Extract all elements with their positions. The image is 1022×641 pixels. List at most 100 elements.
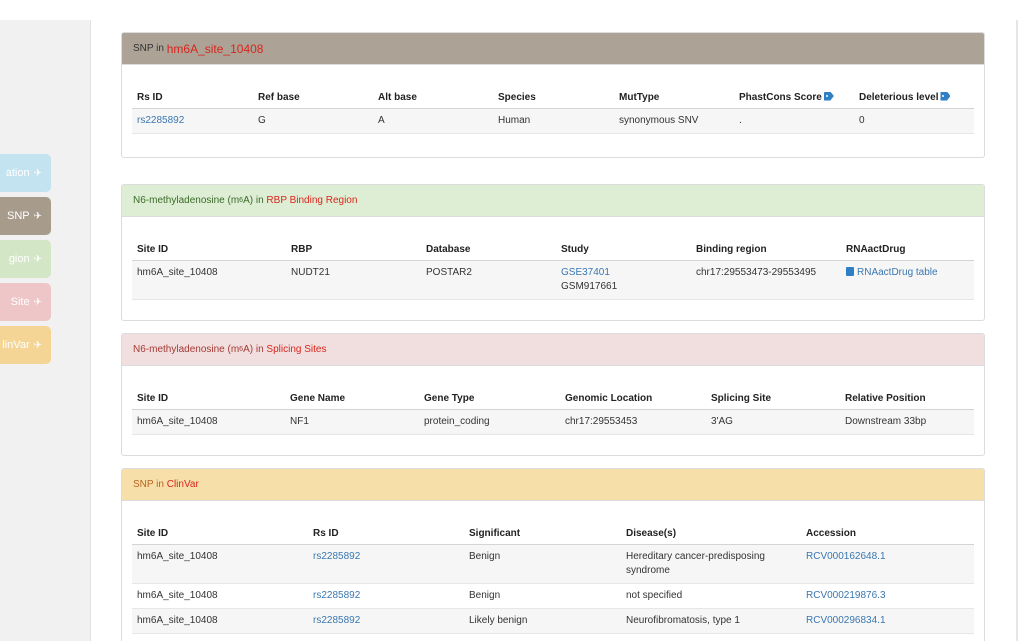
panel-title-prefix: N6-methyladenosine (m [133,344,240,355]
column-header: RNAactDrug [841,240,974,261]
column-header: Significant [464,524,621,545]
column-header: Genomic Location [560,389,706,410]
clinvar-panel: SNP in ClinVar Site ID Rs ID Significant… [121,468,985,641]
sidebar-tab-splicing-site[interactable]: Site ✈ [0,283,51,321]
table-row: hm6A_site_10408 NUDT21 POSTAR2 GSE37401 … [132,260,974,299]
relative-position: Downstream 33bp [845,415,927,427]
sidebar-tab-label: ation [5,167,30,179]
column-header: Database [421,240,556,261]
sidebar-tab-label: SNP [6,210,30,222]
column-header-label: PhastCons Score [739,91,822,103]
snp-panel-header: SNP in hm6A_site_10408 [122,33,984,65]
panel-title-prefix: N6-methyladenosine (m [133,195,240,206]
sidebar-tab-label: Site [10,296,30,308]
column-header: Splicing Site [706,389,840,410]
species: Human [498,114,531,126]
sidebar-tab-snp[interactable]: SNP ✈ [0,197,51,235]
table-row: rs2285892 G A Human synonymous SNV . 0 [132,108,974,133]
column-header: Species [493,88,614,109]
column-header: Binding region [691,240,841,261]
sidebar-tab-rbp-region[interactable]: gion ✈ [0,240,51,278]
pin-icon: ✈ [33,167,42,179]
panel-title-mid: A) in [243,195,267,206]
sidebar-tab-label: gion [8,253,30,265]
clinvar-panel-header: SNP in ClinVar [122,469,984,501]
splicing-table: Site ID Gene Name Gene Type Genomic Loca… [132,389,974,435]
rs-id-link[interactable]: rs2285892 [137,114,185,126]
clinvar-table: Site ID Rs ID Significant Disease(s) Acc… [132,524,974,634]
site-id: hm6A_site_10408 [137,589,218,601]
column-header: Ref base [253,88,373,109]
column-header: Study [556,240,691,261]
accession-link[interactable]: RCV000296834.1 [806,614,886,626]
column-header: Rs ID [308,524,464,545]
accession-link[interactable]: RCV000162648.1 [806,550,886,562]
pin-icon: ✈ [33,296,42,308]
column-header: Alt base [373,88,493,109]
study-cell: GSE37401 GSM917661 [556,260,691,299]
genomic-location: chr17:29553453 [565,415,638,427]
disease: Neurofibromatosis, type 1 [626,614,740,626]
significant: Likely benign [469,614,528,626]
splicing-panel: N6-methyladenosine (m 6 A) in Splicing Sit… [121,333,985,456]
rbp-name: NUDT21 [291,266,330,278]
site-id: hm6A_site_10408 [137,614,218,626]
column-header: Site ID [132,389,285,410]
column-header: Rs ID [132,88,253,109]
column-header-deleterious: Deleterious level [854,88,974,109]
panel-title-sup: 6 [239,346,244,353]
site-id: hm6A_site_10408 [137,550,218,562]
mut-type: synonymous SNV [619,114,699,126]
splicing-panel-header: N6-methyladenosine (m 6 A) in Splicing Sit… [122,334,984,366]
column-header: Accession [801,524,974,545]
column-header: MutType [614,88,734,109]
table-row: hm6A_site_10408 rs2285892 Likely benign … [132,608,974,633]
table-icon [846,266,854,276]
significant: Benign [469,550,501,562]
rnaactdrug-link[interactable]: RNAactDrug table [846,266,938,278]
sidebar-tab-clinvar[interactable]: linVar ✈ [0,326,51,364]
alt-base: A [378,114,385,126]
rs-id-link[interactable]: rs2285892 [313,614,361,626]
sidebar-tab-label: linVar [2,339,30,351]
splicing-site: 3'AG [711,415,733,427]
column-header: RBP [286,240,421,261]
table-row: hm6A_site_10408 rs2285892 Benign Heredit… [132,544,974,583]
table-row: hm6A_site_10408 rs2285892 Benign not spe… [132,583,974,608]
rbp-panel: N6-methyladenosine (m 6 A) in RBP Binding … [121,184,985,321]
rnaactdrug-cell: RNAactDrug table [841,260,974,299]
panel-title-highlight: ClinVar [166,479,199,490]
column-header: Site ID [132,524,308,545]
column-header-phastcons: PhastCons Score [734,88,854,109]
disease: Hereditary cancer-predisposing syndrome [626,550,765,576]
disease: not specified [626,589,683,601]
rs-id-link[interactable]: rs2285892 [313,589,361,601]
gene-type: protein_coding [424,415,490,427]
column-header: Disease(s) [621,524,801,545]
snp-table: Rs ID Ref base Alt base Species MutType … [132,88,974,134]
study-sample: GSM917661 [561,280,618,292]
database: POSTAR2 [426,266,472,278]
pin-icon: ✈ [33,339,42,351]
panel-title-highlight: Splicing Sites [266,344,327,355]
panel-title-site: hm6A_site_10408 [166,41,264,56]
tag-icon[interactable] [823,91,834,101]
ref-base: G [258,114,266,126]
tag-icon[interactable] [940,91,951,101]
panel-title-prefix: SNP in [133,43,167,54]
panel-title-sup: 6 [239,197,244,204]
study-link[interactable]: GSE37401 [561,266,610,278]
accession-link[interactable]: RCV000219876.3 [806,589,886,601]
rbp-table: Site ID RBP Database Study Binding regio… [132,240,974,300]
rnaactdrug-label: RNAactDrug table [857,266,938,278]
gene-name: NF1 [290,415,309,427]
pin-icon: ✈ [33,253,42,265]
phastcons-score: . [739,114,742,126]
panel-title-prefix: SNP in [133,479,167,490]
column-header: Relative Position [840,389,974,410]
sidebar-tab-annotation[interactable]: ation ✈ [0,154,51,192]
column-header: Gene Type [419,389,560,410]
column-header: Site ID [132,240,286,261]
rs-id-link[interactable]: rs2285892 [313,550,361,562]
significant: Benign [469,589,501,601]
